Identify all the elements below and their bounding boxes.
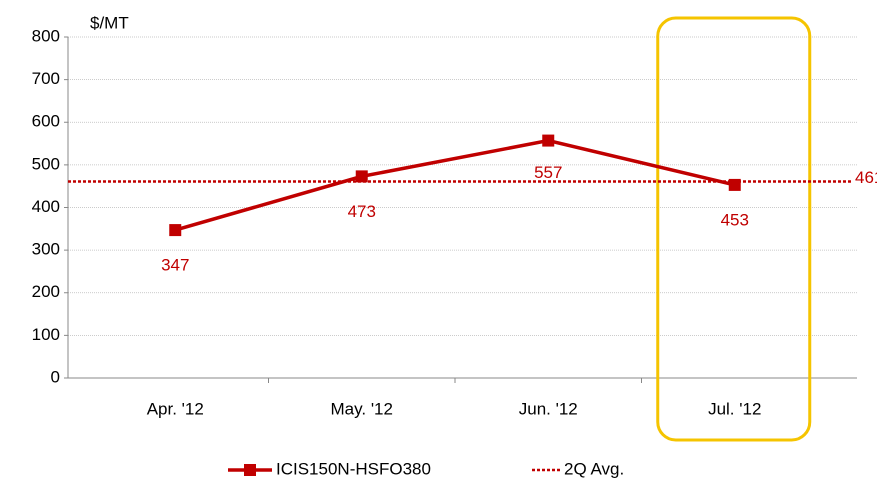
y-tick-label: 0 <box>51 367 60 386</box>
data-label: 453 <box>721 210 749 229</box>
legend-label: ICIS150N-HSFO380 <box>276 459 431 478</box>
y-axis-label: $/MT <box>90 13 129 32</box>
marker <box>542 134 555 147</box>
y-tick-label: 400 <box>32 197 60 216</box>
y-tick-label: 800 <box>32 26 60 45</box>
y-tick-label: 200 <box>32 282 60 301</box>
data-label: 557 <box>534 163 562 182</box>
x-tick-label: Apr. '12 <box>147 399 204 418</box>
marker <box>728 178 741 191</box>
x-tick-label: May. '12 <box>331 399 393 418</box>
x-tick-label: Jul. '12 <box>708 399 761 418</box>
marker <box>169 224 182 237</box>
data-label: 347 <box>161 256 189 275</box>
y-tick-label: 600 <box>32 112 60 131</box>
data-label: 473 <box>348 202 376 221</box>
y-tick-label: 700 <box>32 69 60 88</box>
legend-label: 2Q Avg. <box>564 459 624 478</box>
y-tick-label: 300 <box>32 240 60 259</box>
marker <box>355 170 368 183</box>
average-label: 461 <box>855 168 877 187</box>
highlight-box <box>656 16 812 442</box>
series-line <box>174 138 736 232</box>
legend-marker <box>244 464 256 476</box>
x-tick-label: Jun. '12 <box>519 399 578 418</box>
y-tick-label: 500 <box>32 154 60 173</box>
y-tick-label: 100 <box>32 325 60 344</box>
